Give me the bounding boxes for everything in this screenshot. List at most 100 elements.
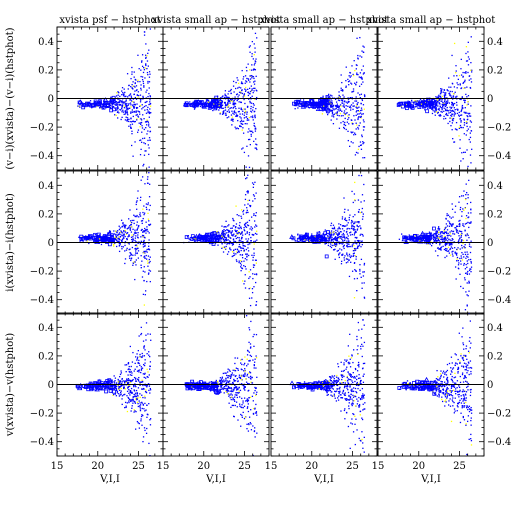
data-point [224, 90, 227, 92]
data-point [330, 246, 333, 249]
data-point [464, 87, 466, 89]
data-point [291, 236, 296, 241]
data-point [235, 230, 238, 233]
data-point [222, 231, 224, 234]
data-point [351, 123, 354, 125]
data-point [126, 107, 129, 109]
data-point [470, 162, 472, 164]
data-point [138, 369, 141, 371]
data-point [359, 225, 361, 227]
data-point [358, 116, 360, 118]
data-point [231, 124, 233, 126]
data-point [428, 105, 430, 107]
data-point [134, 392, 137, 394]
data-point [133, 101, 135, 103]
data-point [242, 245, 244, 247]
data-point [143, 256, 145, 258]
data-point [241, 267, 244, 270]
data-point [147, 255, 150, 257]
data-point [353, 60, 355, 62]
data-point [120, 219, 123, 221]
data-point [118, 244, 121, 247]
data-point [147, 82, 149, 84]
data-point [244, 287, 247, 289]
data-point [114, 100, 116, 102]
data-point [143, 231, 145, 233]
data-point [122, 95, 125, 97]
data-point [465, 93, 467, 96]
data-point [142, 236, 144, 238]
data-point [249, 69, 251, 71]
data-point [117, 91, 119, 93]
data-point [329, 104, 332, 107]
data-point [140, 236, 142, 238]
data-point [246, 177, 248, 179]
data-point [427, 239, 429, 242]
data-point [143, 118, 145, 120]
data-point [239, 262, 242, 264]
data-point [458, 196, 461, 198]
data-point [328, 103, 330, 106]
data-point [244, 233, 247, 235]
data-point [244, 225, 247, 228]
data-point [451, 113, 454, 115]
data-point [128, 118, 130, 121]
data-point [420, 103, 423, 105]
data-point [134, 252, 137, 254]
data-point [458, 268, 460, 270]
data-point [242, 234, 244, 236]
data-point [347, 238, 349, 240]
data-point [446, 214, 448, 217]
data-point [142, 243, 144, 246]
data-point [360, 115, 362, 118]
data-point [135, 111, 137, 113]
data-point [466, 149, 468, 151]
data-point [332, 104, 335, 107]
data-point [333, 113, 336, 115]
data-point [241, 241, 244, 243]
data-point [227, 242, 229, 245]
data-point [219, 105, 221, 108]
data-point [235, 81, 237, 84]
data-point [121, 232, 123, 234]
column-title: xvista small ap − hstphot [260, 15, 389, 26]
data-point [316, 103, 318, 105]
data-point [357, 126, 359, 129]
data-point [331, 101, 333, 104]
data-point [232, 85, 235, 87]
data-point [466, 86, 468, 88]
data-point [440, 238, 442, 241]
data-point [124, 235, 126, 238]
data-point [224, 239, 226, 241]
data-point [240, 264, 242, 266]
data-point [143, 280, 145, 282]
data-point [127, 378, 130, 380]
data-point [243, 283, 245, 285]
data-point [362, 104, 365, 106]
data-point [329, 96, 331, 98]
data-point [405, 236, 408, 238]
data-point [194, 240, 196, 242]
data-point [248, 254, 250, 257]
data-point [350, 131, 352, 133]
data-point [324, 240, 326, 242]
data-point [408, 234, 410, 236]
data-point [140, 179, 142, 181]
data-point [249, 100, 251, 103]
data-point [142, 235, 144, 237]
data-point [464, 99, 466, 102]
data-point [148, 224, 150, 226]
data-point [122, 246, 125, 248]
data-point [424, 109, 426, 111]
data-point [225, 112, 227, 114]
data-point [147, 212, 149, 215]
data-point [456, 108, 458, 110]
data-point [240, 92, 242, 94]
data-point [360, 174, 363, 177]
data-point [246, 145, 248, 147]
data-point [361, 69, 363, 71]
data-point [225, 103, 227, 106]
data-point [343, 236, 345, 238]
data-point [308, 238, 313, 243]
data-point [466, 115, 468, 117]
